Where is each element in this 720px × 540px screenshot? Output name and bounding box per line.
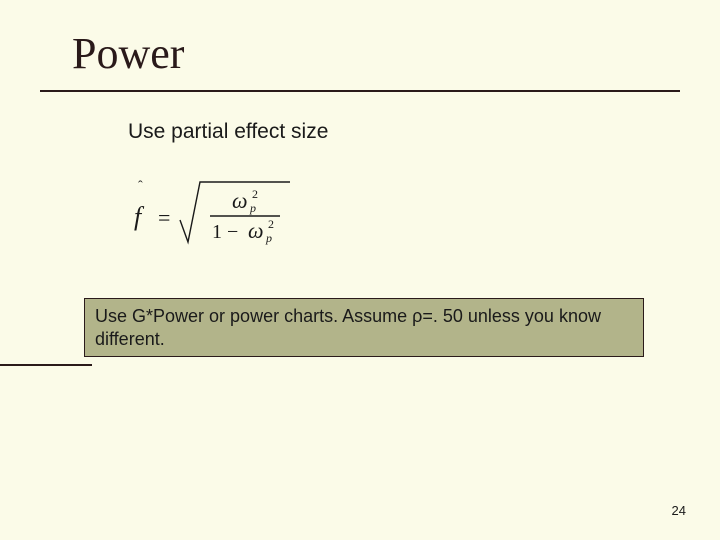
formula-svg: ˆ f = ω 2 p 1 − ω 2 p [128, 170, 298, 260]
subtitle-text: Use partial effect size [128, 120, 328, 144]
denominator-sup: 2 [268, 217, 274, 231]
numerator-omega: ω [232, 188, 248, 213]
note-text: Use G*Power or power charts. Assume ρ=. … [95, 306, 601, 349]
effect-size-formula: ˆ f = ω 2 p 1 − ω 2 p [128, 170, 298, 265]
denominator-omega: ω [248, 218, 264, 243]
formula-hat: ˆ [138, 179, 143, 194]
formula-equals: = [158, 205, 170, 230]
title-underline-rule [40, 90, 680, 92]
left-bottom-rule [0, 364, 92, 366]
denominator-prefix: 1 − [212, 221, 238, 243]
numerator-sub: p [249, 201, 256, 215]
formula-lhs: f [134, 202, 145, 231]
numerator-sup: 2 [252, 187, 258, 201]
page-number: 24 [672, 503, 686, 518]
note-box: Use G*Power or power charts. Assume ρ=. … [84, 298, 644, 357]
denominator-sub: p [265, 231, 272, 245]
slide-title: Power [72, 28, 184, 79]
